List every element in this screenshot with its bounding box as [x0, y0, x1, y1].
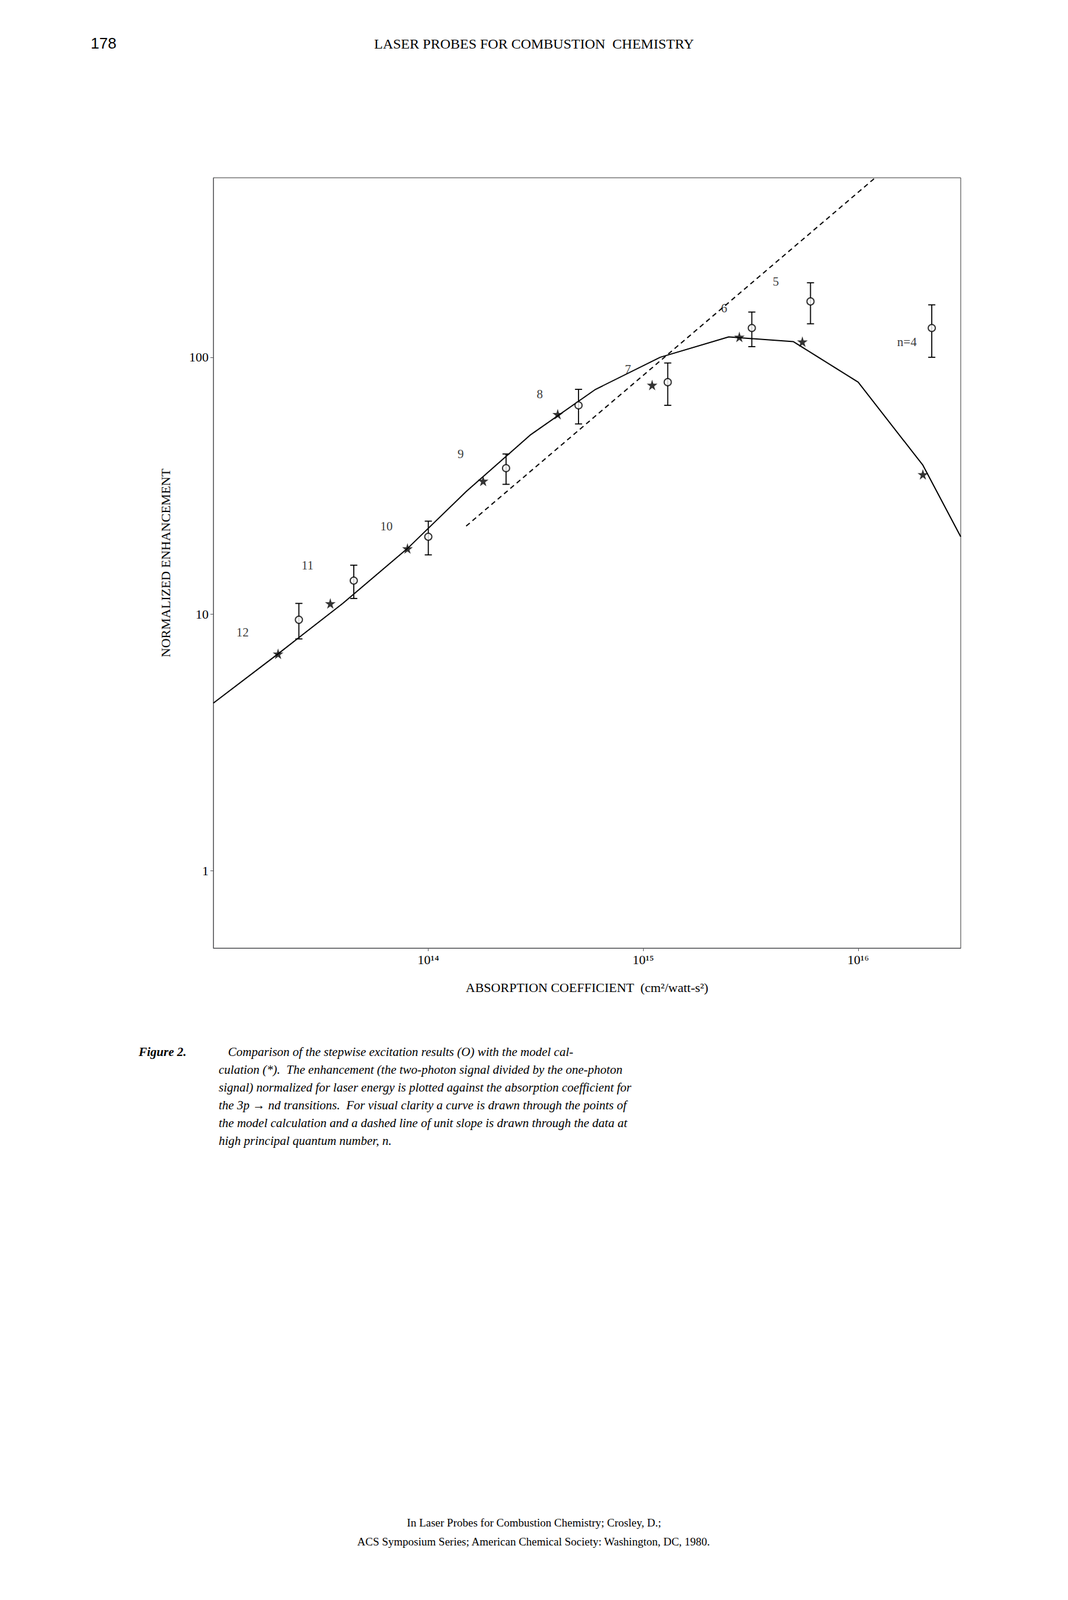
svg-text:signal) normalized for laser e: signal) normalized for laser energy is p… — [218, 1080, 632, 1095]
svg-text:10¹⁴: 10¹⁴ — [417, 952, 440, 968]
svg-text:5: 5 — [772, 274, 780, 289]
svg-text:7: 7 — [624, 362, 632, 377]
svg-text:8: 8 — [536, 387, 543, 402]
svg-text:n=4: n=4 — [897, 334, 917, 350]
svg-text:178: 178 — [90, 34, 117, 53]
svg-text:In Laser Probes for Combustion: In Laser Probes for Combustion Chemistry… — [407, 1516, 662, 1530]
svg-text:Figure 2.: Figure 2. — [138, 1044, 187, 1060]
svg-text:100: 100 — [189, 349, 209, 365]
svg-text:the 3p → nd transitions. For: the 3p → nd transitions. For visual clar… — [218, 1098, 629, 1113]
svg-text:1: 1 — [202, 863, 209, 879]
svg-text:11: 11 — [301, 558, 314, 573]
svg-text:6: 6 — [720, 301, 728, 316]
svg-text:NORMALIZED ENHANCEMENT: NORMALIZED ENHANCEMENT — [158, 468, 174, 658]
svg-text:10¹⁵: 10¹⁵ — [632, 952, 654, 968]
svg-text:9: 9 — [457, 446, 465, 462]
svg-text:12: 12 — [236, 625, 249, 640]
svg-text:10: 10 — [379, 519, 393, 534]
svg-text:the model calculation and a da: the model calculation and a dashed line … — [218, 1116, 628, 1131]
svg-text:ACS Symposium Series; American: ACS Symposium Series; American Chemical … — [357, 1535, 711, 1549]
svg-text:10: 10 — [195, 606, 209, 622]
svg-text:10¹⁶: 10¹⁶ — [847, 952, 869, 968]
svg-text:LASER PROBES FOR COMBUSTION C: LASER PROBES FOR COMBUSTION CHEMISTRY — [373, 36, 694, 52]
svg-text:high principal quantum number,: high principal quantum number, n. — [218, 1133, 392, 1149]
svg-text:ABSORPTION COEFFICIENT (cm²/w: ABSORPTION COEFFICIENT (cm²/watt-s²) — [465, 980, 709, 996]
svg-text:culation (*). The enhancement: culation (*). The enhancement (the two-p… — [218, 1062, 623, 1077]
svg-text:Comparison of the stepwise exc: Comparison of the stepwise excitation re… — [218, 1044, 574, 1060]
